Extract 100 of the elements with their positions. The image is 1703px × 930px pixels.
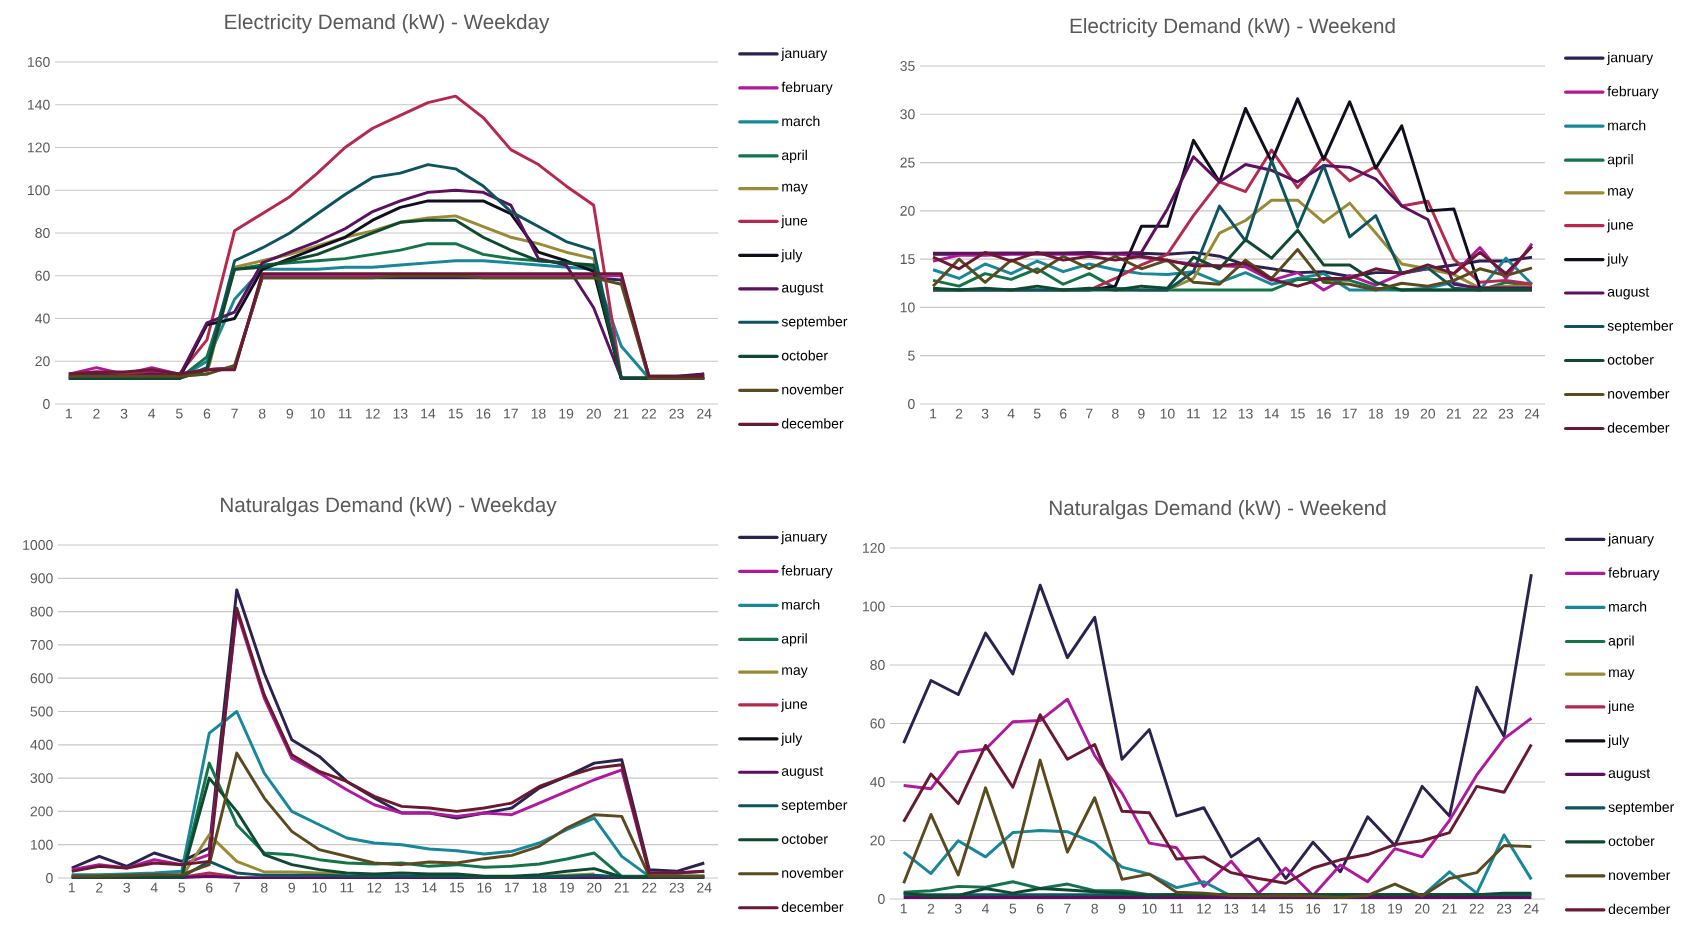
legend-label: may <box>1609 669 1635 680</box>
x-tick-label: 24 <box>1524 408 1540 419</box>
y-tick-label: 10 <box>900 302 915 313</box>
legend-label: may <box>1608 188 1634 199</box>
x-tick-label: 14 <box>1251 903 1266 914</box>
x-tick-label: 24 <box>697 882 712 893</box>
x-tick-label: 11 <box>340 882 354 893</box>
x-tick-label: 22 <box>642 882 657 893</box>
x-tick-label: 23 <box>669 882 684 893</box>
x-tick-label: 4 <box>1007 408 1015 419</box>
x-tick-label: 23 <box>669 408 684 419</box>
x-tick-label: 7 <box>1064 903 1071 914</box>
x-tick-label: 12 <box>1212 408 1227 419</box>
x-tick-label: 9 <box>1118 903 1126 914</box>
x-tick-label: 17 <box>1342 408 1357 419</box>
legend-label: january <box>1607 533 1654 547</box>
y-tick-label: 120 <box>28 142 50 153</box>
legend-label: april <box>1607 154 1633 168</box>
x-tick-label: 21 <box>614 882 629 893</box>
x-tick-label: 22 <box>1472 408 1487 419</box>
x-tick-label: 7 <box>231 408 238 419</box>
x-tick-label: 23 <box>1498 408 1514 419</box>
chart-title: Electricity Demand (kW) - Weekend <box>1070 18 1395 38</box>
legend-label: december <box>781 418 844 429</box>
x-tick-label: 21 <box>1442 903 1457 914</box>
legend-label: march <box>1608 120 1646 131</box>
x-tick-label: 9 <box>288 882 295 893</box>
x-tick-label: 20 <box>1415 903 1430 914</box>
y-tick-label: 20 <box>35 356 50 367</box>
y-tick-label: 100 <box>863 601 885 612</box>
legend-label: july <box>780 732 803 746</box>
x-tick-label: 14 <box>422 882 437 893</box>
legend-label: october <box>1608 835 1655 847</box>
legend-label: april <box>781 633 807 647</box>
legend-label: august <box>781 283 824 296</box>
x-tick-label: 16 <box>1316 408 1331 419</box>
x-tick-label: 22 <box>1469 903 1484 914</box>
legend-label: november <box>782 384 844 395</box>
chart-title: Electricity Demand (kW) - Weekday <box>225 14 550 34</box>
legend-label: august <box>1608 768 1651 781</box>
y-tick-label: 35 <box>900 61 915 71</box>
x-tick-label: 4 <box>148 408 156 419</box>
x-tick-label: 12 <box>367 882 382 893</box>
legend-label: november <box>782 867 844 878</box>
chart-title: Naturalgas Demand (kW) - Weekend <box>1049 500 1386 520</box>
y-tick-label: 0 <box>878 894 885 904</box>
y-tick-label: 140 <box>28 99 50 110</box>
x-tick-label: 22 <box>641 408 657 419</box>
x-tick-label: 15 <box>1279 903 1293 914</box>
legend-label: january <box>781 47 828 61</box>
y-tick-label: 80 <box>870 660 885 670</box>
y-tick-label: 80 <box>35 228 50 238</box>
y-tick-label: 60 <box>870 718 885 729</box>
x-tick-label: 18 <box>531 408 546 419</box>
legend-label: july <box>781 249 803 263</box>
legend-label: august <box>781 766 824 779</box>
legend-label: may <box>782 183 808 195</box>
y-tick-label: 100 <box>28 185 50 196</box>
legend-label: december <box>1607 422 1670 433</box>
x-tick-label: 8 <box>258 408 266 419</box>
y-tick-label: 25 <box>900 157 915 168</box>
x-tick-label: 14 <box>1264 408 1279 419</box>
chart-title: Naturalgas Demand (kW) - Weekday <box>221 497 557 517</box>
x-tick-label: 14 <box>421 408 436 419</box>
legend-label: february <box>1607 86 1659 100</box>
legend-label: september <box>781 799 848 813</box>
y-tick-label: 20 <box>900 205 915 216</box>
legend-label: march <box>782 115 820 127</box>
y-tick-label: 700 <box>30 639 53 650</box>
x-tick-label: 11 <box>338 408 352 419</box>
y-tick-label: 40 <box>870 777 885 787</box>
x-tick-label: 18 <box>1360 903 1375 914</box>
legend-label: march <box>782 599 820 610</box>
x-tick-label: 1 <box>900 903 907 914</box>
y-tick-label: 30 <box>900 109 915 120</box>
x-tick-label: 11 <box>1187 408 1201 419</box>
y-tick-label: 20 <box>870 835 885 846</box>
x-tick-label: 13 <box>1238 408 1253 419</box>
x-tick-label: 6 <box>203 408 211 419</box>
x-tick-label: 2 <box>927 903 935 914</box>
y-tick-label: 40 <box>35 313 50 324</box>
y-tick-label: 160 <box>28 57 50 67</box>
legend-label: january <box>1606 52 1654 66</box>
x-tick-label: 5 <box>1033 408 1041 419</box>
x-tick-label: 20 <box>586 408 601 419</box>
x-tick-label: 15 <box>448 408 463 419</box>
x-tick-label: 19 <box>1388 903 1403 914</box>
x-tick-label: 16 <box>476 408 491 419</box>
legend-label: august <box>1607 287 1650 300</box>
x-tick-label: 17 <box>504 408 518 419</box>
y-tick-label: 60 <box>35 270 50 281</box>
x-tick-label: 17 <box>505 882 519 893</box>
x-tick-label: 9 <box>286 408 294 419</box>
x-tick-label: 19 <box>559 408 574 419</box>
x-tick-label: 24 <box>1524 903 1539 914</box>
y-tick-label: 900 <box>30 573 53 584</box>
legend-label: april <box>1608 635 1634 649</box>
x-tick-label: 2 <box>955 408 963 419</box>
x-tick-label: 21 <box>1446 408 1461 419</box>
y-tick-label: 400 <box>30 739 53 750</box>
